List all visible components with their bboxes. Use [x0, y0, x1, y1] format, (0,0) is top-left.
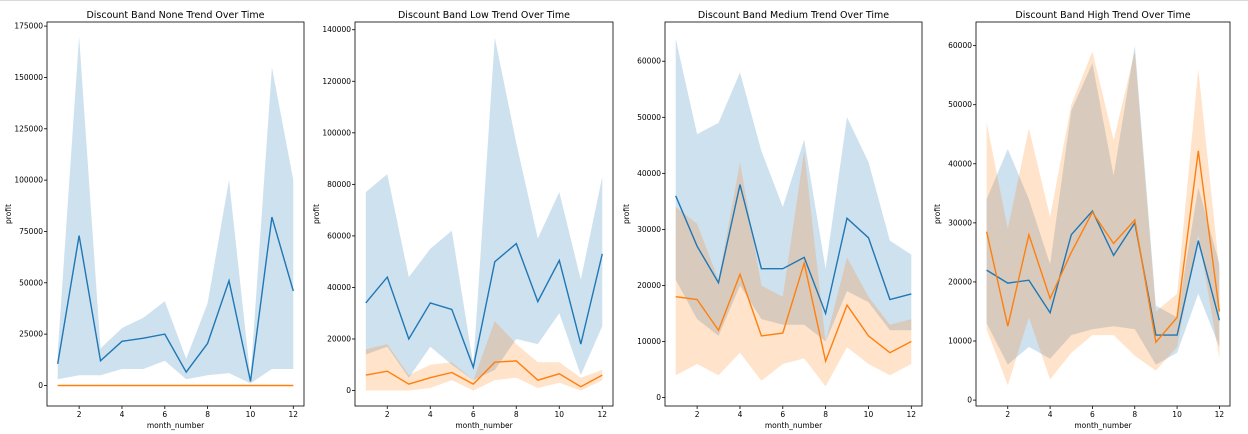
y-tick-label: 50000 [19, 278, 43, 287]
y-axis-label: profit [622, 204, 631, 224]
y-tick-label: 75000 [19, 227, 43, 236]
x-tick-label: 4 [428, 410, 433, 419]
x-axis-label: month_number [765, 421, 823, 430]
y-tick-label: 20000 [327, 334, 351, 343]
window-top-border [0, 0, 1248, 1]
y-tick-label: 25000 [19, 330, 43, 339]
series-line-2 [365, 360, 603, 388]
y-tick-label: 100000 [322, 128, 351, 137]
plot-frame [664, 21, 923, 407]
x-tick-label: 12 [1215, 410, 1225, 419]
confidence-band-series-2 [365, 321, 603, 391]
confidence-band-series-1 [365, 37, 603, 381]
y-tick-label: 125000 [14, 124, 43, 133]
series-line-1 [675, 184, 912, 316]
y-tick-label: 40000 [948, 159, 972, 168]
chart-title: Discount Band Low Trend Over Time [398, 10, 570, 21]
confidence-band-series-1 [986, 45, 1220, 365]
y-tick-label: 20000 [948, 277, 972, 286]
y-axis-label: profit [933, 204, 942, 224]
x-axis-label: month_number [147, 421, 205, 430]
chart-panel-3: Discount Band Medium Trend Over Time 2 4 6 8… [622, 10, 923, 430]
x-tick-label: 8 [514, 410, 519, 419]
series-line-1 [365, 242, 603, 370]
y-tick-label: 50000 [948, 100, 972, 109]
y-axis-label: profit [312, 204, 321, 224]
chart-panel-1: Discount Band None Trend Over Time 2 4 6 8 10… [4, 10, 305, 430]
chart-title: Discount Band Medium Trend Over Time [698, 10, 889, 21]
y-tick-label: 100000 [14, 176, 43, 185]
series-line-2 [675, 260, 912, 364]
confidence-band-series-1 [675, 38, 912, 342]
confidence-band-series-2 [986, 51, 1220, 386]
series-line-1 [57, 216, 294, 382]
y-tick-label: 30000 [637, 225, 661, 234]
y-tick-label: 120000 [322, 77, 351, 86]
confidence-band-series-1 [57, 36, 294, 384]
chart-panel-2: Discount Band Low Trend Over Time 2 4 6 8 10 1… [312, 10, 614, 430]
x-tick-label: 2 [695, 410, 700, 419]
y-tick-label: 0 [38, 381, 43, 390]
y-tick-label: 20000 [637, 281, 661, 290]
y-tick-label: 10000 [948, 337, 972, 346]
x-tick-label: 10 [554, 410, 564, 419]
series-line-2 [985, 150, 1221, 344]
x-axis-label: month_number [455, 421, 513, 430]
y-tick-label: 0 [967, 396, 972, 405]
y-tick-label: 50000 [637, 113, 661, 122]
chart-title: Discount Band High Trend Over Time [1015, 10, 1190, 21]
y-tick-label: 150000 [14, 73, 43, 82]
y-tick-label: 60000 [637, 57, 661, 66]
y-axis-label: profit [4, 204, 13, 224]
x-tick-label: 4 [1048, 410, 1053, 419]
x-tick-label: 8 [823, 410, 828, 419]
y-tick-label: 0 [656, 393, 661, 402]
x-tick-label: 8 [1132, 410, 1137, 419]
plot-frame [975, 21, 1231, 407]
y-tick-label: 0 [346, 386, 351, 395]
x-tick-label: 2 [385, 410, 390, 419]
x-tick-label: 12 [907, 410, 917, 419]
series-line-1 [986, 209, 1221, 336]
x-tick-label: 12 [289, 410, 299, 419]
x-tick-label: 4 [120, 410, 125, 419]
y-tick-label: 10000 [637, 337, 661, 346]
chart-title: Discount Band None Trend Over Time [86, 10, 264, 21]
chart-panel-4: Discount Band High Trend Over Time 2 4 6 8 10… [933, 10, 1231, 430]
y-tick-label: 80000 [327, 180, 351, 189]
y-tick-label: 175000 [14, 22, 43, 31]
x-tick-label: 12 [597, 410, 607, 419]
x-tick-label: 10 [1172, 410, 1182, 419]
plot-frame [354, 21, 614, 407]
y-tick-label: 40000 [327, 283, 351, 292]
x-tick-label: 2 [1005, 410, 1010, 419]
x-tick-label: 6 [1090, 410, 1095, 419]
x-tick-label: 6 [471, 410, 476, 419]
x-tick-label: 10 [864, 410, 874, 419]
plot-frame [46, 21, 305, 407]
y-tick-label: 30000 [948, 218, 972, 227]
x-tick-label: 6 [780, 410, 785, 419]
x-tick-label: 4 [738, 410, 743, 419]
y-tick-label: 60000 [327, 231, 351, 240]
x-tick-label: 6 [162, 410, 167, 419]
x-tick-label: 8 [205, 410, 210, 419]
x-axis-label: month_number [1074, 421, 1132, 430]
y-tick-label: 60000 [948, 41, 972, 50]
y-tick-label: 40000 [637, 169, 661, 178]
x-tick-label: 10 [246, 410, 256, 419]
x-tick-label: 2 [77, 410, 82, 419]
y-tick-label: 140000 [322, 25, 351, 34]
